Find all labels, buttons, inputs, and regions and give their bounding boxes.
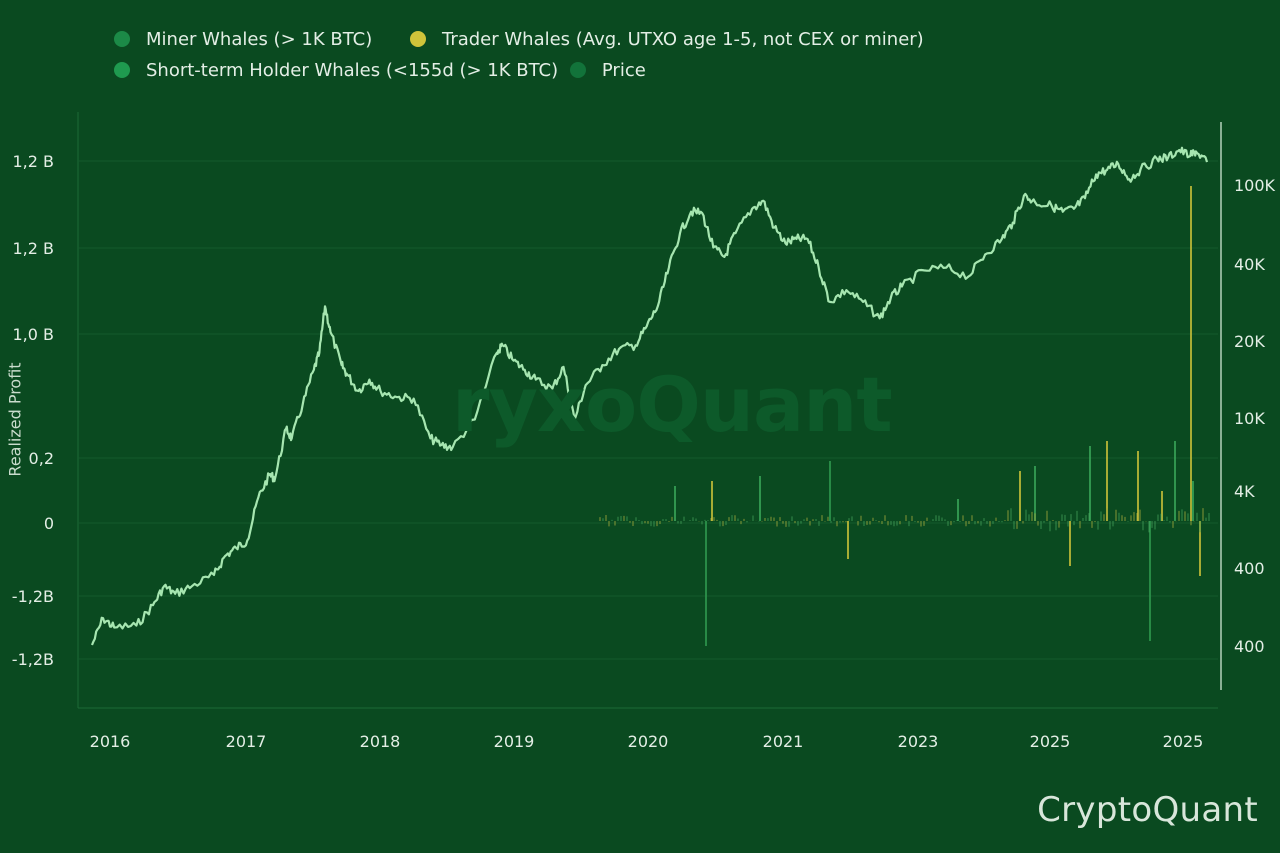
legend: Miner Whales (> 1K BTC) Trader Whales (A… (108, 24, 1268, 86)
right-tick-label: 40K (1234, 255, 1265, 274)
left-tick-label: -1,2B (12, 587, 54, 606)
x-tick-label: 2020 (628, 732, 669, 751)
grid-lines (77, 112, 1218, 709)
watermark: ryxoQuant (452, 360, 893, 449)
legend-item-sth-whales[interactable]: Short-term Holder Whales (<155d (> 1K BT… (108, 55, 558, 86)
legend-dot-icon (114, 31, 130, 47)
flow-bars (599, 186, 1210, 646)
x-tick-label: 2025 (1163, 732, 1204, 751)
x-tick-label: 2019 (494, 732, 535, 751)
legend-dot-icon (569, 62, 586, 78)
x-tick-label: 2021 (763, 732, 804, 751)
price-series-line (90, 146, 1209, 646)
x-tick-label: 2025 (1030, 732, 1071, 751)
left-axis-ticks: 1,2 B 1,2 B 1,0 B 0,2 0 -1,2B -1,2B (12, 152, 54, 669)
legend-item-trader-whales[interactable]: Trader Whales (Avg. UTXO age 1-5, not CE… (404, 24, 924, 55)
left-tick-label: 0,2 (29, 449, 54, 468)
left-axis-title: Realized Profit (5, 362, 25, 477)
left-tick-label: -1,2B (12, 650, 54, 669)
right-tick-label: 400 (1234, 637, 1265, 656)
legend-dot-icon (409, 31, 426, 47)
left-tick-label: 1,2 B (12, 239, 54, 258)
x-tick-label: 2016 (90, 732, 131, 751)
x-tick-label: 2018 (360, 732, 401, 751)
x-tick-label: 2023 (898, 732, 939, 751)
legend-dot-icon (114, 62, 130, 78)
right-tick-label: 20K (1234, 332, 1265, 351)
legend-item-miner-whales[interactable]: Miner Whales (> 1K BTC) (108, 24, 372, 55)
x-axis-ticks: 2016 2017 2018 2019 2020 2021 2023 2025 2025 (90, 732, 1204, 751)
right-axis-ticks: 100K 40K 20K 10K 4K 400 400 (1234, 176, 1276, 656)
left-tick-label: 0 (44, 514, 54, 533)
brand-logo: CryptoQuant (1037, 790, 1258, 830)
legend-item-price[interactable]: Price (564, 55, 646, 86)
right-tick-label: 10K (1234, 409, 1265, 428)
right-tick-label: 100K (1234, 176, 1276, 195)
right-tick-label: 4K (1234, 482, 1255, 501)
right-tick-label: 400 (1234, 559, 1265, 578)
left-tick-label: 1,0 B (12, 325, 54, 344)
x-tick-label: 2017 (226, 732, 267, 751)
left-tick-label: 1,2 B (12, 152, 54, 171)
